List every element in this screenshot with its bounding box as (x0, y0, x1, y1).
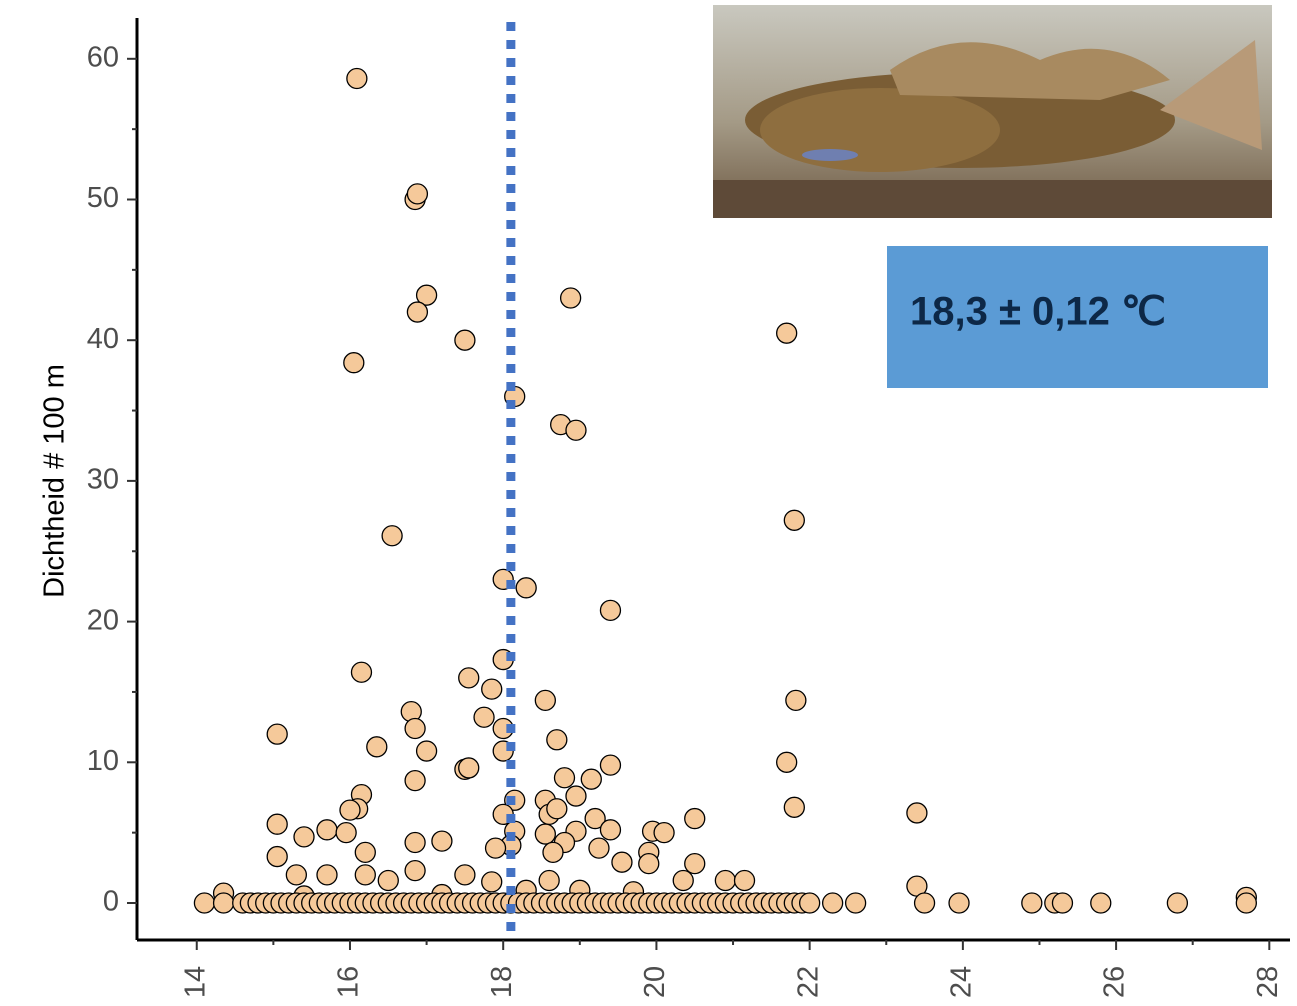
point (638, 852, 660, 875)
point (913, 892, 936, 914)
point (733, 869, 756, 892)
x-tick-label: 28 (1252, 966, 1284, 998)
point (776, 751, 798, 773)
point (599, 599, 622, 621)
point (906, 802, 928, 824)
y-tick-label: 20 (87, 604, 119, 636)
point (266, 845, 288, 868)
point (415, 740, 438, 762)
point (335, 821, 357, 844)
point (1051, 892, 1074, 914)
point (584, 807, 606, 830)
point (672, 869, 694, 892)
point (431, 830, 453, 852)
point (193, 892, 216, 914)
point (546, 798, 568, 820)
point (714, 869, 737, 892)
point (844, 892, 867, 914)
x-tick-label: 26 (1099, 966, 1131, 998)
point (776, 322, 798, 344)
annotation-box (887, 246, 1268, 388)
point (653, 821, 675, 844)
point (404, 859, 426, 882)
point (1166, 892, 1189, 914)
point (1021, 892, 1043, 914)
x-tick-label: 18 (486, 966, 518, 998)
point (783, 796, 805, 818)
point (785, 689, 807, 712)
point (377, 869, 399, 892)
y-tick-label: 40 (87, 323, 119, 355)
point (798, 892, 821, 914)
x-tick-label: 14 (179, 966, 211, 998)
point (542, 841, 564, 863)
point (366, 736, 388, 758)
point (293, 826, 315, 848)
point (404, 717, 426, 740)
point (783, 509, 805, 531)
point (546, 729, 568, 751)
point (481, 678, 503, 700)
point (404, 769, 426, 792)
point (588, 837, 610, 859)
point (381, 525, 403, 547)
point (534, 689, 556, 712)
point (454, 864, 476, 886)
point (454, 329, 476, 351)
point (948, 892, 970, 914)
annotation: 18,3 ± 0,12 ℃ (910, 290, 1166, 334)
point (538, 869, 560, 892)
point (559, 287, 582, 309)
point (339, 799, 361, 821)
y-axis-label: Dichtheid # 100 m (39, 364, 71, 598)
point (565, 419, 587, 441)
point (599, 819, 622, 841)
x-tick-label: 16 (333, 966, 365, 998)
point (350, 661, 373, 683)
x-tick-label: 20 (639, 966, 671, 998)
y-tick-label: 60 (87, 41, 119, 73)
point (406, 301, 429, 323)
point (484, 837, 507, 859)
point (481, 871, 503, 893)
point (473, 706, 495, 728)
point (684, 807, 706, 830)
y-tick-label: 0 (103, 886, 119, 918)
point (553, 767, 576, 789)
point (458, 667, 480, 689)
point (515, 577, 537, 599)
point (266, 723, 288, 745)
point (821, 892, 844, 914)
point (415, 284, 438, 306)
point (285, 864, 308, 886)
point (346, 67, 368, 90)
point (1235, 892, 1257, 914)
point (354, 864, 376, 886)
x-tick-label: 24 (946, 966, 978, 998)
point (458, 757, 480, 779)
point (343, 352, 365, 374)
point (404, 831, 426, 854)
y-tick-label: 50 (87, 182, 119, 214)
point (580, 768, 602, 790)
point (212, 892, 235, 914)
point (316, 864, 338, 886)
point (565, 785, 587, 807)
point (406, 183, 429, 205)
point (1090, 892, 1112, 914)
point (354, 841, 376, 863)
x-tick-label: 22 (792, 966, 824, 998)
y-tick-label: 10 (87, 745, 119, 777)
point (599, 754, 622, 776)
y-tick-label: 30 (87, 464, 119, 496)
point (611, 851, 633, 873)
fish-photo (713, 5, 1272, 218)
point (684, 852, 706, 875)
point (266, 813, 288, 835)
point (316, 819, 338, 841)
point (534, 823, 556, 845)
